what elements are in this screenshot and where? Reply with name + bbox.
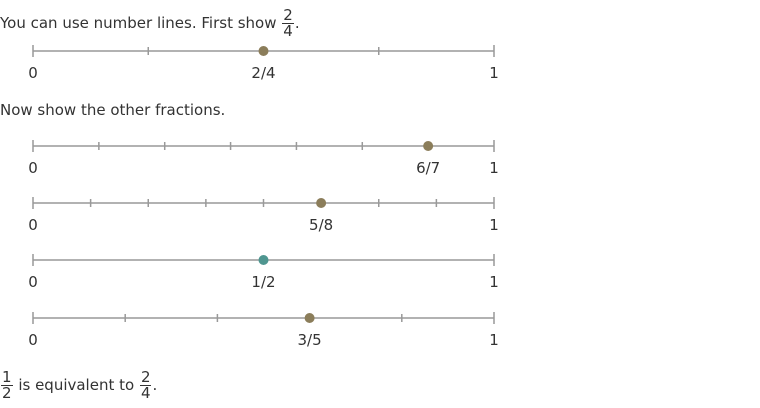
fraction-numerator: 2	[140, 368, 151, 386]
end-label: 1	[489, 273, 499, 291]
start-label: 0	[28, 64, 38, 82]
intro-fraction: 2 4	[282, 8, 294, 39]
start-label: 0	[28, 216, 38, 234]
fraction-numerator: 1	[2, 368, 12, 386]
number-line-sevenths[interactable]: 0 1 6/7	[0, 137, 520, 177]
point-dot[interactable]	[258, 46, 269, 56]
number-line-eighths[interactable]: 0 1 5/8	[0, 194, 520, 234]
point-dot[interactable]	[316, 198, 327, 208]
end-label: 1	[489, 216, 499, 234]
intro-text: You can use number lines. First show	[0, 14, 277, 32]
conclusion-line: 1 2 is equivalent to 2 4 .	[0, 370, 157, 401]
point-dot[interactable]	[423, 141, 434, 151]
conclusion-fraction-b: 2 4	[139, 368, 152, 402]
start-label: 0	[28, 331, 38, 349]
prompt-text: Now show the other fractions.	[0, 101, 226, 119]
conclusion-period: .	[152, 376, 158, 394]
conclusion-fraction-a: 1 2	[1, 370, 13, 401]
start-label: 0	[28, 159, 38, 177]
fraction-denominator: 2	[1, 384, 13, 402]
fraction-denominator: 4	[139, 384, 152, 402]
end-label: 1	[489, 64, 499, 82]
number-line-fourths[interactable]: 0 1 2/4	[0, 42, 520, 82]
point-label: 2/4	[251, 64, 275, 82]
point-dot[interactable]	[304, 313, 315, 323]
fraction-numerator: 2	[283, 6, 293, 24]
end-label: 1	[489, 331, 499, 349]
point-label: 6/7	[416, 159, 440, 177]
number-line-halves[interactable]: 0 1 1/2	[0, 251, 520, 291]
intro-line: You can use number lines. First show 2 4…	[0, 8, 300, 39]
point-dot[interactable]	[258, 255, 269, 265]
number-line-fifths[interactable]: 0 1 3/5	[0, 309, 520, 349]
conclusion-text: is equivalent to	[13, 376, 139, 394]
fraction-denominator: 4	[282, 22, 294, 40]
start-label: 0	[28, 273, 38, 291]
point-label: 5/8	[309, 216, 333, 234]
point-label: 3/5	[298, 331, 322, 349]
point-label: 1/2	[251, 273, 275, 291]
intro-period: .	[294, 14, 300, 32]
end-label: 1	[489, 159, 499, 177]
